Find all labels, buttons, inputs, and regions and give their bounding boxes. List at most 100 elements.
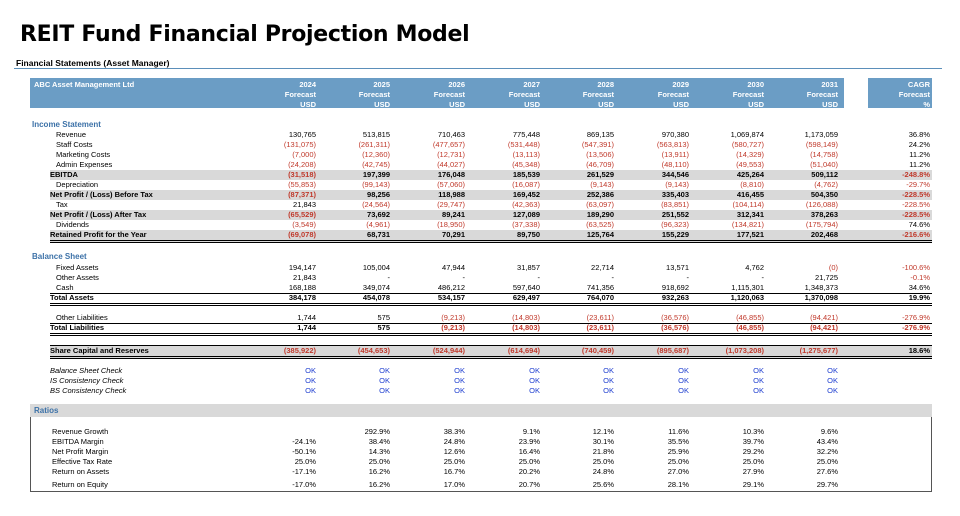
cell-value: OK [454, 366, 465, 375]
cell-value: 21,843 [293, 273, 316, 282]
cell-value: 27.6% [816, 467, 838, 476]
cell-value: OK [603, 366, 614, 375]
cell-value: 176,048 [437, 170, 465, 179]
check-row: IS Consistency Check OK OK OK OK OK OK OK OK [50, 376, 932, 386]
cell-value: OK [603, 386, 614, 395]
cell-value: 25.6% [592, 480, 614, 489]
cell-value: 38.3% [443, 427, 465, 436]
row-label: IS Consistency Check [50, 376, 124, 385]
cell-value: - [462, 273, 466, 282]
cell-value: (13,911) [661, 150, 689, 159]
balance-row: Fixed Assets 194,147 105,004 47,944 31,857 22… [50, 263, 932, 273]
cell-value: 261,529 [586, 170, 614, 179]
year-header-6: 2030 Forecast USD [733, 80, 764, 110]
cell-value: OK [529, 366, 540, 375]
ratio-row: Effective Tax Rate 25.0% 25.0% 25.0% 25.0% 25… [52, 457, 932, 467]
year-header-f: Forecast [732, 90, 764, 99]
ratio-row: EBITDA Margin -24.1% 38.4% 24.8% 23.9% 30.1% 3… [52, 437, 932, 447]
row-label: Fixed Assets [56, 263, 99, 272]
balance-row: Other Assets 21,843 - - - - - - 21,725 -0.1% [50, 273, 932, 283]
cell-value: 127,089 [512, 210, 540, 219]
cagr-value: -248.8% [902, 170, 930, 179]
cell-value: 741,356 [586, 283, 614, 292]
row-label: EBITDA Margin [52, 437, 104, 446]
cell-value: (9,213) [441, 323, 465, 332]
cell-value: 24.8% [592, 467, 614, 476]
check-row: Balance Sheet Check OK OK OK OK OK OK OK OK [50, 366, 932, 376]
ratio-row: Return on Assets -17.1% 16.2% 16.7% 20.2% 24.… [52, 467, 932, 477]
cell-value: 169,452 [512, 190, 540, 199]
cell-value: (63,525) [586, 220, 614, 229]
cell-value: - [761, 273, 765, 282]
year-header-3: 2027 Forecast USD [509, 80, 540, 110]
cell-value: (23,611) [586, 313, 614, 322]
cell-value: 629,497 [512, 293, 540, 302]
cell-value: 189,290 [586, 210, 614, 219]
cell-value: (1,073,208) [725, 346, 764, 355]
cell-value: (0) [828, 263, 838, 272]
cell-value: (131,075) [283, 140, 316, 149]
cell-value: 9.6% [820, 427, 838, 436]
cell-value: (94,421) [810, 323, 838, 332]
cagr-value: 19.9% [908, 293, 930, 302]
cell-value: 775,448 [512, 130, 540, 139]
cell-value: (13,113) [512, 150, 540, 159]
cell-value: (134,821) [731, 220, 764, 229]
sheet-subtitle: Financial Statements (Asset Manager) [16, 58, 170, 68]
income-row: Net Profit / (Loss) After Tax (65,529) 73,… [50, 210, 932, 220]
cell-value: 39.7% [742, 437, 764, 446]
cell-value: (14,803) [512, 323, 540, 332]
income-row: Revenue 130,765 513,815 710,463 775,448 869,1… [50, 130, 932, 140]
cell-value: 38.4% [368, 437, 390, 446]
row-label: Share Capital and Reserves [50, 346, 149, 355]
cell-value: 25.0% [368, 457, 390, 466]
cell-value: 1,370,098 [804, 293, 838, 302]
cell-value: (48,110) [661, 160, 689, 169]
cagr-value: -100.6% [902, 263, 930, 272]
row-label: EBITDA [50, 170, 78, 179]
cell-value: (14,329) [736, 150, 764, 159]
cell-value: 25.9% [667, 447, 689, 456]
cell-value: OK [827, 376, 838, 385]
row-label: Admin Expenses [56, 160, 113, 169]
cell-value: 25.0% [592, 457, 614, 466]
page-title: REIT Fund Financial Projection Model [20, 22, 470, 47]
cagr-value: 74.6% [908, 220, 930, 229]
cell-value: -17.0% [292, 480, 316, 489]
cell-value: 869,135 [586, 130, 614, 139]
row-label: Balance Sheet Check [50, 366, 123, 375]
cell-value: OK [753, 376, 764, 385]
cell-value: (4,762) [814, 180, 838, 189]
cell-value: (46,709) [586, 160, 614, 169]
cell-value: 177,521 [736, 230, 764, 239]
cell-value: 98,256 [367, 190, 390, 199]
cell-value: (46,855) [736, 323, 764, 332]
row-label: Total Assets [50, 293, 94, 302]
cell-value: 575 [377, 313, 390, 322]
cell-value: (63,097) [586, 200, 614, 209]
cell-value: 16.4% [518, 447, 540, 456]
cell-value: 25.0% [742, 457, 764, 466]
cell-value: 125,764 [586, 230, 614, 239]
year-header-y: 2027 [523, 80, 540, 89]
cell-value: 710,463 [437, 130, 465, 139]
cell-value: 29.7% [816, 480, 838, 489]
cell-value: 21.8% [592, 447, 614, 456]
cell-value: 47,944 [442, 263, 465, 272]
cell-value: 16.2% [368, 467, 390, 476]
cell-value: 509,112 [811, 170, 838, 179]
cell-value: 12.6% [443, 447, 465, 456]
cell-value: 13,571 [666, 263, 689, 272]
cell-value: (261,311) [358, 140, 390, 149]
cell-value: OK [827, 386, 838, 395]
year-header-c: USD [449, 100, 465, 109]
income-row: Tax 21,843 (24,564) (29,747) (42,363) (63,097… [50, 200, 932, 210]
cell-value: OK [678, 376, 689, 385]
cell-value: 9.1% [522, 427, 540, 436]
cell-value: (99,143) [362, 180, 390, 189]
cell-value: 22,714 [591, 263, 614, 272]
cell-value: OK [454, 386, 465, 395]
year-header-y: 2025 [373, 80, 390, 89]
cell-value: OK [753, 386, 764, 395]
cell-value: 70,291 [442, 230, 465, 239]
